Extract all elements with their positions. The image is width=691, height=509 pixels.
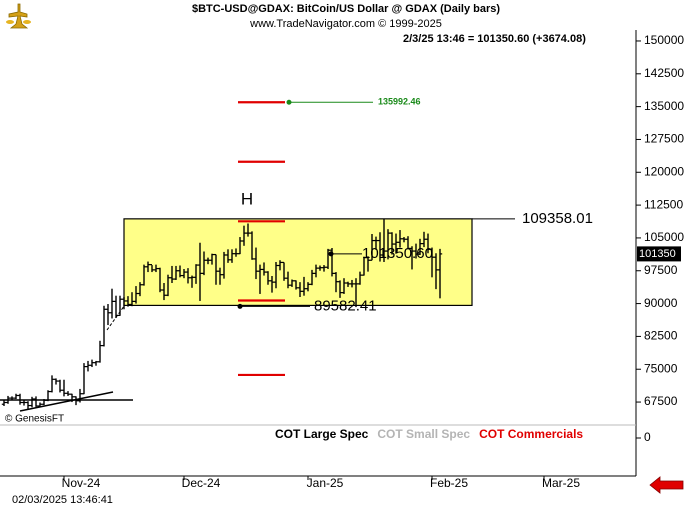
y-tick-label: 135000: [644, 99, 684, 113]
legend-entry: COT Large Spec: [275, 427, 369, 441]
x-tick-label: Mar-25: [542, 476, 580, 490]
y-tick-label: 150000: [644, 33, 684, 47]
x-tick-label: Dec-24: [182, 476, 221, 490]
cot-y-tick-label: 0: [644, 430, 651, 444]
head-label: H: [241, 189, 253, 208]
logo: [6, 3, 31, 29]
trend-lines: [0, 301, 133, 412]
x-tick-label: Feb-25: [430, 476, 468, 490]
x-tick-label: Jan-25: [307, 476, 344, 490]
x-tick-label: Nov-24: [62, 476, 101, 490]
y-tick-label: 67500: [644, 394, 678, 408]
last-price-box: [637, 246, 681, 262]
y-tick-label: 75000: [644, 361, 678, 375]
legend-entry: COT Commercials: [479, 427, 583, 441]
chart-title: $BTC-USD@GDAX: BitCoin/US Dollar @ GDAX …: [192, 3, 500, 15]
site: www.TradeNavigator.com © 1999-2025: [249, 18, 442, 30]
last-price-label: 101350: [639, 248, 676, 260]
copyright: © GenesisFT: [5, 414, 64, 425]
target-dot: [286, 99, 292, 105]
range-box: [123, 218, 473, 307]
box-bottom-label: 89582.41: [314, 297, 377, 314]
scroll-arrow[interactable]: [649, 476, 684, 494]
y-tick-label: 120000: [644, 164, 684, 178]
y-tick-label: 97500: [644, 263, 678, 277]
y-tick-label: 127500: [644, 132, 684, 146]
y-tick-label: 105000: [644, 230, 684, 244]
y-tick-label: 112500: [644, 197, 683, 211]
y-tick-label: 82500: [644, 329, 678, 343]
y-tick-label: 90000: [644, 296, 678, 310]
target-label: 135992.46: [378, 97, 421, 107]
box-top-label: 109358.01: [522, 210, 593, 227]
y-tick-label: 142500: [644, 66, 684, 80]
price-note-label: 101350.60: [362, 245, 433, 262]
ohlc-bars: [1, 218, 443, 410]
timestamp: 02/03/2025 13:46:41: [12, 494, 113, 506]
legend-entry: COT Small Spec: [377, 427, 470, 441]
quote: 2/3/25 13:46 = 101350.60 (+3674.08): [403, 33, 586, 45]
